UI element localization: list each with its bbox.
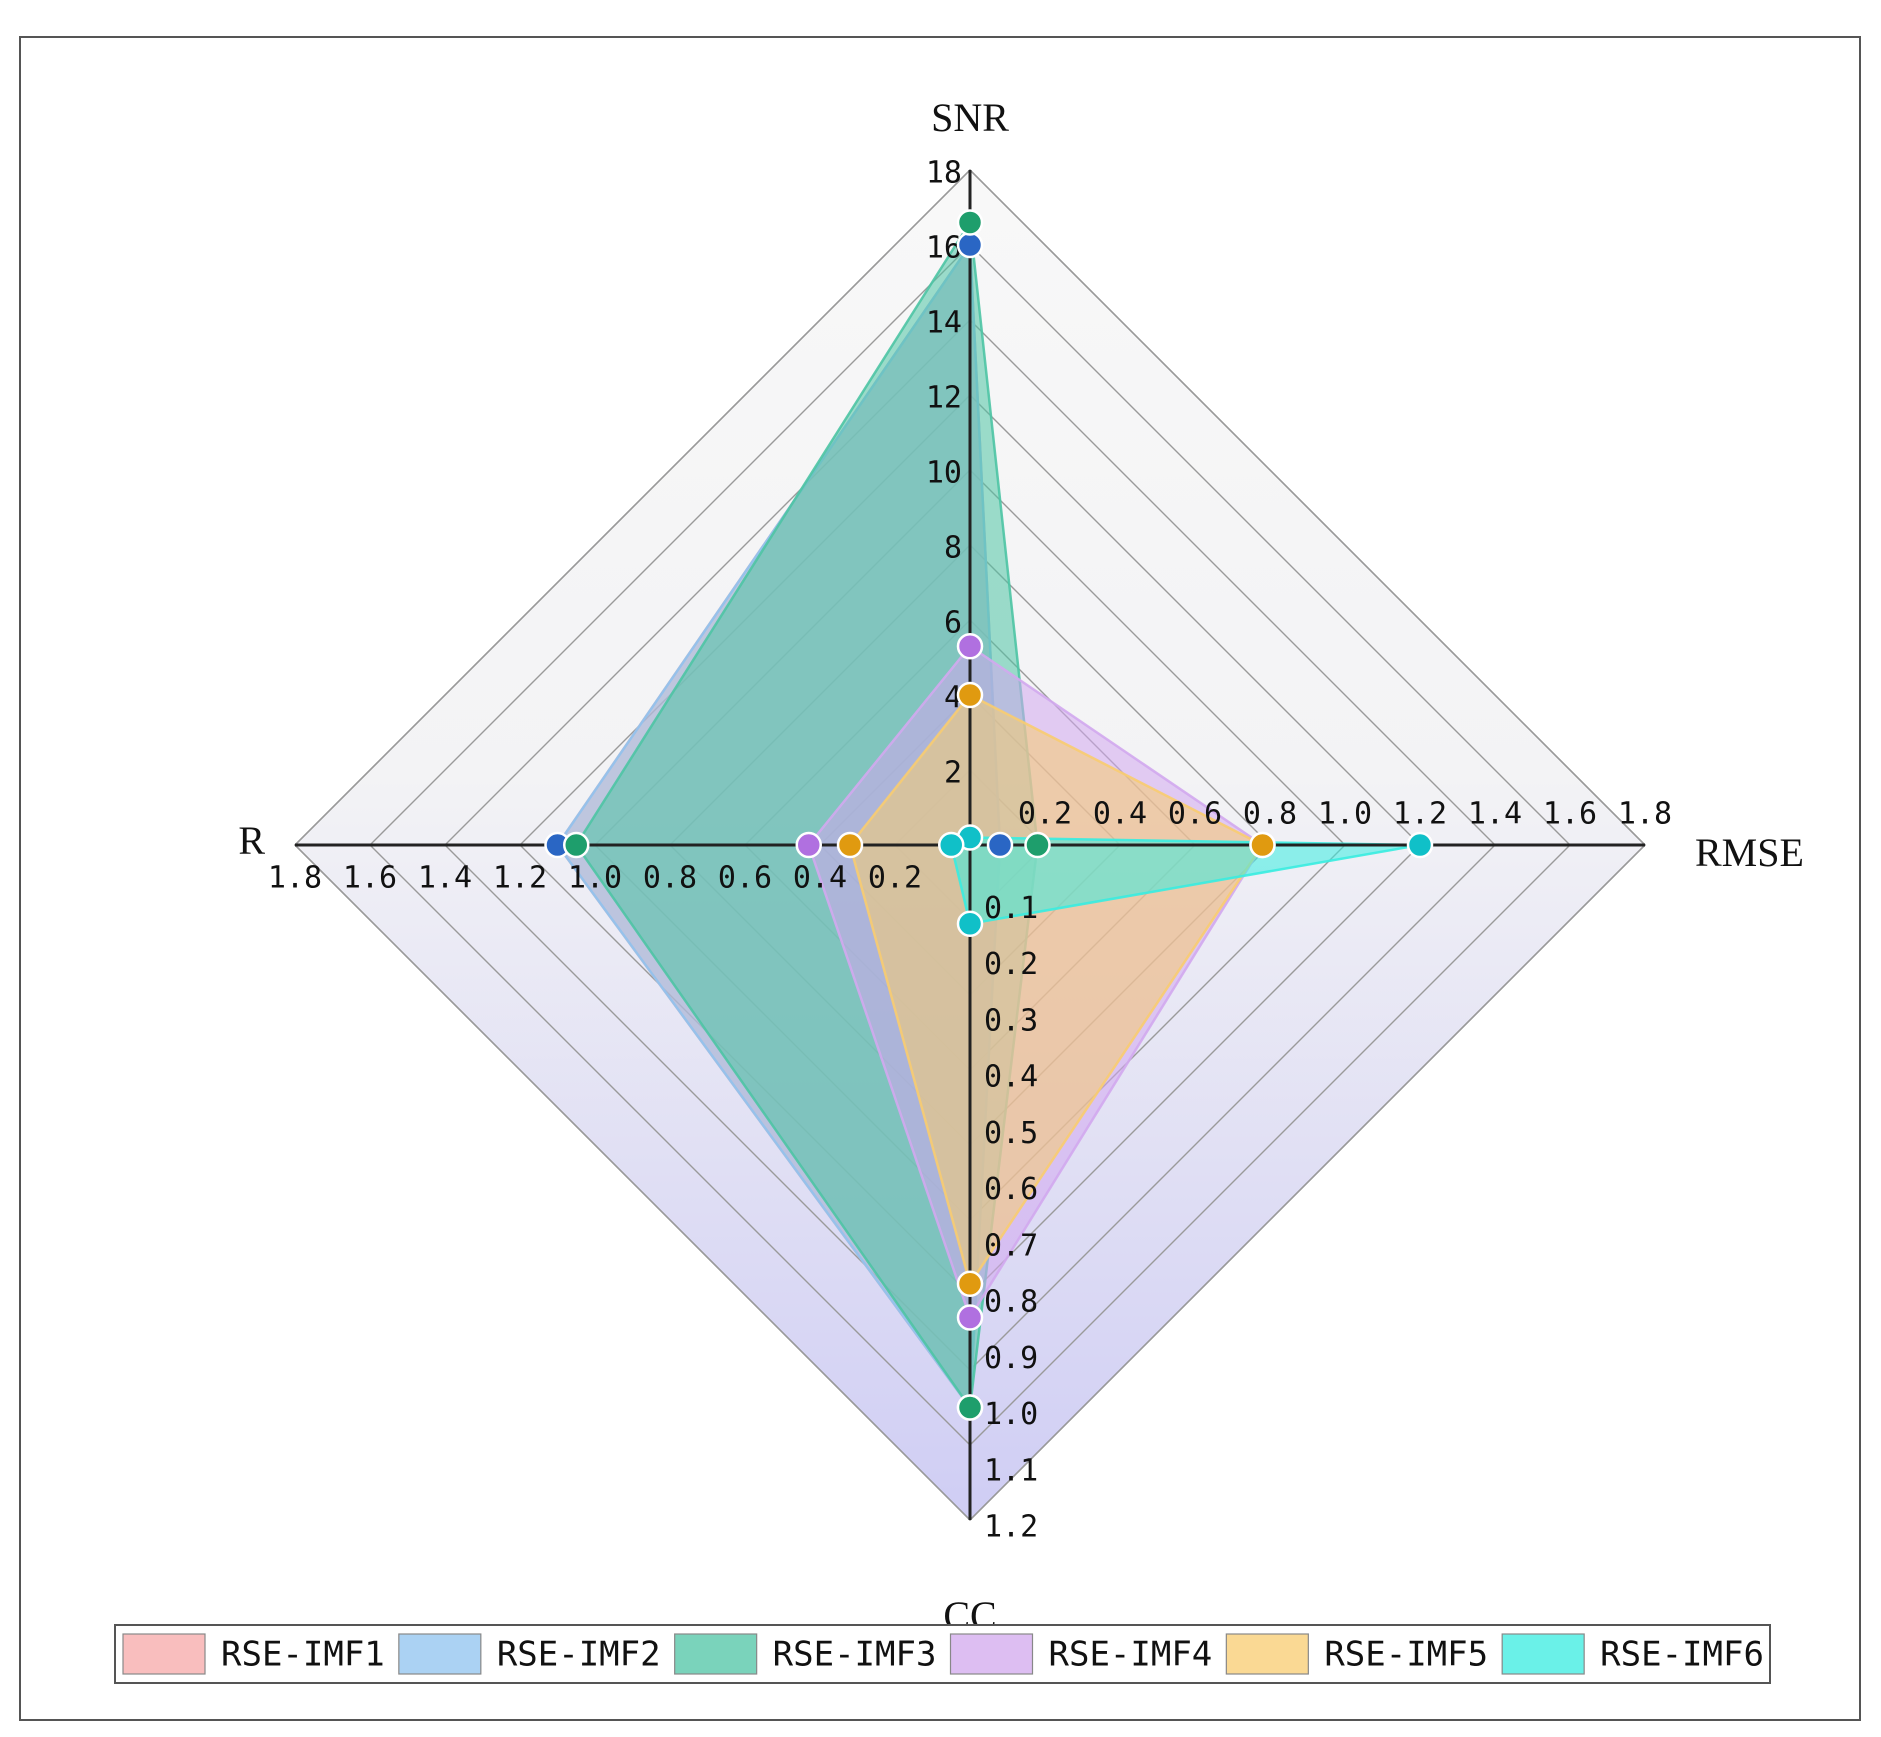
legend-swatch-rse-imf3 [674, 1633, 758, 1675]
tick-label-cc: 0.1 [984, 891, 1038, 926]
tick-label-cc: 1.1 [984, 1453, 1038, 1488]
tick-label-cc: 0.5 [984, 1116, 1038, 1151]
data-point-rse-imf3-snr [956, 209, 984, 236]
tick-label-r: 1.8 [268, 861, 322, 896]
tick-label-rmse: 1.8 [1618, 797, 1672, 832]
data-point-rse-imf2-snr [956, 231, 984, 259]
tick-label-snr: 4 [944, 681, 962, 716]
data-point-rse-imf4-cc [956, 1304, 984, 1331]
axis-title-rmse: RMSE [1695, 830, 1804, 875]
tick-label-cc: 0.6 [984, 1172, 1038, 1207]
data-point-rse-imf6-cc [956, 910, 984, 937]
legend-label-rse-imf4: RSE-IMF4 [1049, 1635, 1213, 1675]
tick-label-cc: 0.3 [984, 1003, 1038, 1038]
tick-label-rmse: 1.6 [1543, 797, 1597, 832]
legend-box [114, 1624, 1771, 1684]
data-point-rse-imf4-snr [956, 633, 984, 660]
data-point-rse-imf2-rmse [986, 831, 1014, 859]
tick-label-r: 1.2 [493, 861, 547, 896]
data-point-rse-imf4-r [795, 831, 822, 859]
tick-label-snr: 14 [926, 306, 962, 341]
marker-layer [544, 209, 1434, 1421]
legend-swatch-rse-imf4 [949, 1633, 1034, 1675]
tick-label-cc: 0.7 [984, 1228, 1038, 1263]
data-point-rse-imf5-rmse [1249, 831, 1276, 859]
axis-title-snr: SNR [931, 95, 1009, 140]
legend-swatch-rse-imf2 [398, 1633, 482, 1675]
tick-label-r: 1.4 [418, 861, 472, 896]
tick-label-rmse: 1.4 [1468, 797, 1522, 832]
tick-label-r: 0.2 [868, 861, 922, 896]
tick-label-r: 1.0 [568, 861, 622, 896]
data-point-rse-imf3-r [563, 831, 590, 859]
data-point-rse-imf6-rmse [1406, 831, 1434, 859]
tick-label-snr: 2 [944, 756, 962, 791]
tick-label-r: 0.6 [718, 861, 772, 896]
legend-label-rse-imf5: RSE-IMF5 [1324, 1635, 1488, 1675]
tick-label-rmse: 1.2 [1393, 797, 1447, 832]
tick-label-r: 0.4 [793, 861, 847, 896]
tick-label-rmse: 0.6 [1168, 797, 1222, 832]
tick-label-cc: 0.4 [984, 1060, 1038, 1095]
tick-label-rmse: 0.8 [1243, 797, 1297, 832]
legend-swatch-rse-imf6 [1501, 1633, 1585, 1675]
tick-label-rmse: 0.2 [1018, 797, 1072, 832]
tick-label-snr: 8 [944, 531, 962, 566]
tick-label-r: 1.6 [343, 861, 397, 896]
legend-label-rse-imf1: RSE-IMF1 [221, 1635, 385, 1675]
tick-label-rmse: 1.0 [1318, 797, 1372, 832]
data-point-rse-imf5-r [836, 831, 864, 859]
tick-label-snr: 16 [926, 231, 962, 266]
tick-label-cc: 1.0 [984, 1397, 1038, 1432]
legend-label-rse-imf2: RSE-IMF2 [497, 1635, 661, 1675]
tick-label-snr: 12 [926, 381, 962, 416]
legend-label-rse-imf6: RSE-IMF6 [1600, 1635, 1764, 1675]
tick-label-cc: 0.8 [984, 1285, 1038, 1320]
axis-title-r: R [238, 818, 265, 863]
tick-label-snr: 6 [944, 606, 962, 641]
tick-label-snr: 18 [926, 156, 962, 191]
tick-label-snr: 10 [926, 456, 962, 491]
legend-swatch-rse-imf5 [1225, 1633, 1309, 1675]
legend-label-rse-imf3: RSE-IMF3 [773, 1635, 937, 1675]
data-point-rse-imf5-snr [956, 681, 984, 709]
tick-label-cc: 1.2 [984, 1510, 1038, 1545]
tick-label-cc: 0.9 [984, 1341, 1038, 1376]
tick-label-cc: 0.2 [984, 947, 1038, 982]
data-point-rse-imf3-cc [956, 1394, 984, 1421]
tick-label-r: 0.8 [643, 861, 697, 896]
data-point-rse-imf6-r [938, 831, 965, 859]
data-point-rse-imf5-cc [956, 1270, 984, 1297]
legend: RSE-IMF1 RSE-IMF2 RSE-IMF3 RSE-IMF4 RSE-IMF5… [114, 1624, 1771, 1684]
tick-label-rmse: 0.4 [1093, 797, 1147, 832]
legend-swatch-rse-imf1 [122, 1633, 206, 1675]
axis-layer: SNR024681012141618RMSE0.20.40.60.81.01.2… [238, 95, 1804, 1638]
data-point-rse-imf3-rmse [1024, 831, 1051, 859]
